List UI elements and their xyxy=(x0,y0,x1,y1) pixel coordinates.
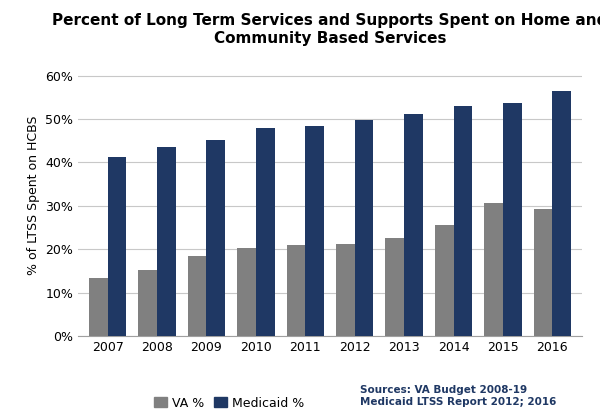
Bar xyxy=(385,238,404,336)
Bar xyxy=(305,126,324,336)
Legend: VA %, Medicaid %: VA %, Medicaid % xyxy=(149,392,309,415)
Bar xyxy=(503,103,522,336)
Bar xyxy=(287,244,305,336)
Text: Sources: VA Budget 2008-19
Medicaid LTSS Report 2012; 2016: Sources: VA Budget 2008-19 Medicaid LTSS… xyxy=(360,385,556,407)
Bar xyxy=(404,114,423,336)
Y-axis label: % of LTSS Spent on HCBS: % of LTSS Spent on HCBS xyxy=(26,115,40,275)
Bar xyxy=(484,203,503,336)
Bar xyxy=(336,244,355,336)
Bar xyxy=(237,249,256,336)
Bar xyxy=(355,120,373,336)
Title: Percent of Long Term Services and Supports Spent on Home and
Community Based Ser: Percent of Long Term Services and Suppor… xyxy=(52,13,600,46)
Bar xyxy=(89,278,107,336)
Bar xyxy=(533,209,553,336)
Bar xyxy=(138,270,157,336)
Bar xyxy=(256,128,275,336)
Bar xyxy=(188,256,206,336)
Bar xyxy=(435,225,454,336)
Bar xyxy=(553,91,571,336)
Bar xyxy=(454,106,472,336)
Bar xyxy=(206,140,225,336)
Bar xyxy=(157,147,176,336)
Bar xyxy=(107,157,127,336)
